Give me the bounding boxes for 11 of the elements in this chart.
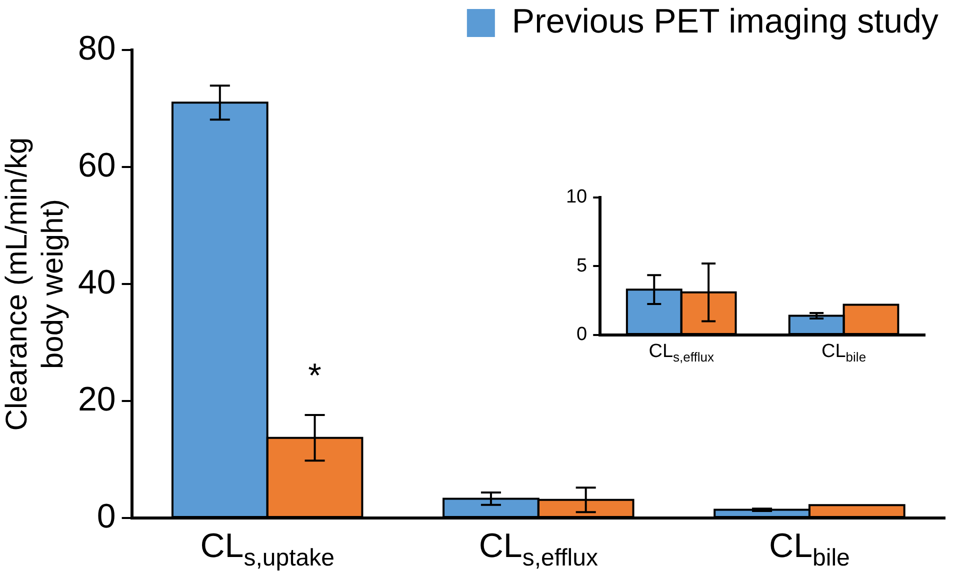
y-tick-label: 0 xyxy=(576,324,588,346)
y-tick-label: 40 xyxy=(78,263,116,302)
y-axis-title: Clearance (mL/min/kg body weight) xyxy=(0,137,70,431)
y-tick-label: 20 xyxy=(78,380,116,418)
y-tick-label: 0 xyxy=(96,497,116,536)
y-tick-label: 60 xyxy=(78,146,116,184)
annotation: * xyxy=(308,356,322,395)
legend-label: Previous PET imaging study xyxy=(512,2,938,40)
y-tick-label: 80 xyxy=(78,29,116,68)
y-tick-label: 10 xyxy=(566,186,588,208)
y-tick-label: 5 xyxy=(576,255,588,276)
